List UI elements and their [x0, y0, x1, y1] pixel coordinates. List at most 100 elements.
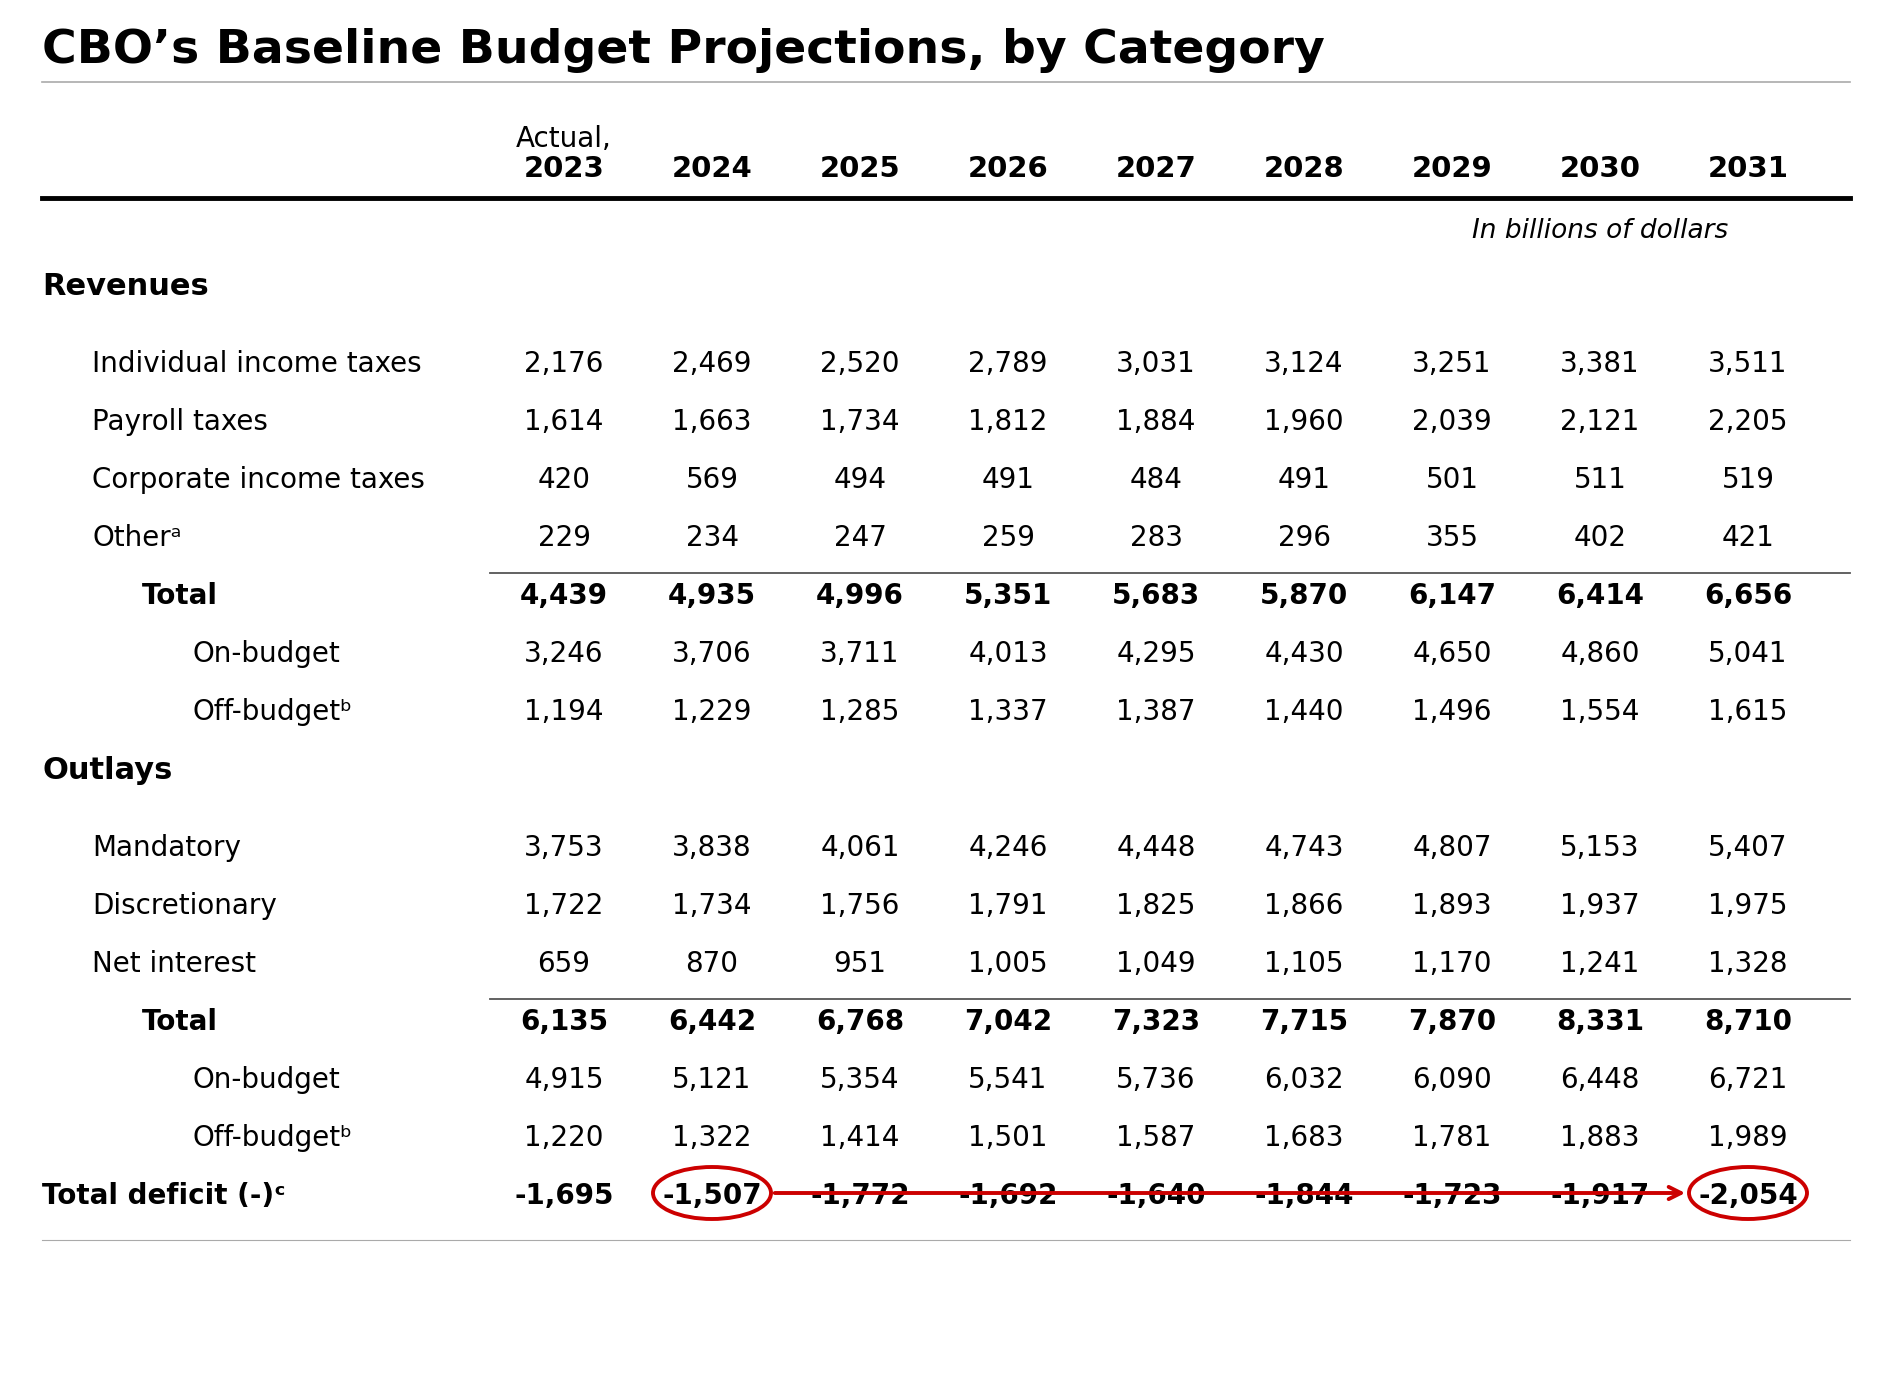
- Text: 1,756: 1,756: [820, 892, 901, 921]
- Text: 5,407: 5,407: [1709, 834, 1788, 863]
- Text: 229: 229: [537, 524, 590, 553]
- Text: 4,061: 4,061: [820, 834, 901, 863]
- Text: 2,121: 2,121: [1560, 408, 1639, 435]
- Text: 2,789: 2,789: [968, 350, 1048, 378]
- Text: 402: 402: [1573, 524, 1626, 553]
- Text: Outlays: Outlays: [41, 757, 171, 785]
- Text: 951: 951: [833, 949, 887, 978]
- Text: 3,031: 3,031: [1115, 350, 1196, 378]
- Text: 283: 283: [1130, 524, 1183, 553]
- Text: 1,893: 1,893: [1413, 892, 1492, 921]
- Text: On-budget: On-budget: [192, 639, 339, 668]
- Text: 519: 519: [1722, 466, 1775, 493]
- Text: 1,496: 1,496: [1413, 699, 1492, 726]
- Text: 1,975: 1,975: [1709, 892, 1788, 921]
- Text: 1,587: 1,587: [1117, 1124, 1196, 1152]
- Text: 4,448: 4,448: [1117, 834, 1196, 863]
- Text: 4,996: 4,996: [816, 582, 904, 610]
- Text: 1,501: 1,501: [968, 1124, 1048, 1152]
- Text: 1,937: 1,937: [1560, 892, 1639, 921]
- Text: Total: Total: [141, 1007, 219, 1036]
- Text: 5,683: 5,683: [1112, 582, 1200, 610]
- Text: 7,323: 7,323: [1112, 1007, 1200, 1036]
- Text: 2029: 2029: [1411, 154, 1492, 183]
- Text: 6,721: 6,721: [1709, 1067, 1788, 1094]
- Text: 4,915: 4,915: [524, 1067, 603, 1094]
- Text: 1,781: 1,781: [1413, 1124, 1492, 1152]
- Text: Actual,: Actual,: [516, 125, 612, 153]
- Text: 870: 870: [686, 949, 739, 978]
- Text: 1,663: 1,663: [673, 408, 752, 435]
- Text: Individual income taxes: Individual income taxes: [92, 350, 422, 378]
- Text: 3,711: 3,711: [820, 639, 901, 668]
- Text: 1,883: 1,883: [1560, 1124, 1639, 1152]
- Text: 1,220: 1,220: [524, 1124, 603, 1152]
- Text: 1,734: 1,734: [673, 892, 752, 921]
- Text: 2027: 2027: [1115, 154, 1196, 183]
- Text: 659: 659: [537, 949, 590, 978]
- Text: 3,511: 3,511: [1709, 350, 1788, 378]
- Text: Net interest: Net interest: [92, 949, 256, 978]
- Text: 7,042: 7,042: [965, 1007, 1051, 1036]
- Text: 259: 259: [982, 524, 1034, 553]
- Text: 7,715: 7,715: [1260, 1007, 1349, 1036]
- Text: Off-budgetᵇ: Off-budgetᵇ: [192, 1124, 352, 1152]
- Text: 1,414: 1,414: [820, 1124, 901, 1152]
- Text: 491: 491: [982, 466, 1034, 493]
- Text: 5,354: 5,354: [820, 1067, 901, 1094]
- Text: 4,439: 4,439: [520, 582, 609, 610]
- Text: 296: 296: [1277, 524, 1330, 553]
- Text: 1,049: 1,049: [1115, 949, 1196, 978]
- Text: 2030: 2030: [1560, 154, 1641, 183]
- Text: 1,229: 1,229: [673, 699, 752, 726]
- Text: 1,005: 1,005: [968, 949, 1048, 978]
- Text: 1,866: 1,866: [1264, 892, 1343, 921]
- Text: 5,541: 5,541: [968, 1067, 1048, 1094]
- Text: 4,935: 4,935: [669, 582, 755, 610]
- Text: Mandatory: Mandatory: [92, 834, 241, 863]
- Text: Revenues: Revenues: [41, 271, 209, 300]
- Text: 1,194: 1,194: [524, 699, 603, 726]
- Text: 2,205: 2,205: [1709, 408, 1788, 435]
- Text: 3,251: 3,251: [1413, 350, 1492, 378]
- Text: 6,147: 6,147: [1407, 582, 1496, 610]
- Text: 1,960: 1,960: [1264, 408, 1343, 435]
- Text: 491: 491: [1277, 466, 1330, 493]
- Text: On-budget: On-budget: [192, 1067, 339, 1094]
- Text: 511: 511: [1573, 466, 1626, 493]
- Text: In billions of dollars: In billions of dollars: [1471, 218, 1728, 244]
- Text: 1,825: 1,825: [1117, 892, 1196, 921]
- Text: 4,807: 4,807: [1413, 834, 1492, 863]
- Text: 1,387: 1,387: [1115, 699, 1196, 726]
- Text: 6,414: 6,414: [1556, 582, 1645, 610]
- Text: 8,710: 8,710: [1703, 1007, 1792, 1036]
- Text: Otherᵃ: Otherᵃ: [92, 524, 181, 553]
- Text: 2,520: 2,520: [820, 350, 901, 378]
- Text: -1,772: -1,772: [810, 1182, 910, 1210]
- Text: Total deficit (-)ᶜ: Total deficit (-)ᶜ: [41, 1182, 286, 1210]
- Text: 1,328: 1,328: [1709, 949, 1788, 978]
- Text: 1,989: 1,989: [1709, 1124, 1788, 1152]
- Text: 1,285: 1,285: [820, 699, 901, 726]
- Text: 1,322: 1,322: [673, 1124, 752, 1152]
- Text: 6,768: 6,768: [816, 1007, 904, 1036]
- Text: 5,736: 5,736: [1115, 1067, 1196, 1094]
- Text: 1,884: 1,884: [1117, 408, 1196, 435]
- Text: 355: 355: [1426, 524, 1479, 553]
- Text: 4,246: 4,246: [968, 834, 1048, 863]
- Text: Payroll taxes: Payroll taxes: [92, 408, 268, 435]
- Text: CBO’s Baseline Budget Projections, by Category: CBO’s Baseline Budget Projections, by Ca…: [41, 28, 1324, 73]
- Text: 6,032: 6,032: [1264, 1067, 1343, 1094]
- Text: 1,791: 1,791: [968, 892, 1048, 921]
- Text: Corporate income taxes: Corporate income taxes: [92, 466, 426, 493]
- Text: 484: 484: [1130, 466, 1183, 493]
- Text: -2,054: -2,054: [1697, 1182, 1797, 1210]
- Text: 501: 501: [1426, 466, 1479, 493]
- Text: 494: 494: [833, 466, 887, 493]
- Text: 2031: 2031: [1707, 154, 1788, 183]
- Text: 6,448: 6,448: [1560, 1067, 1639, 1094]
- Text: 3,381: 3,381: [1560, 350, 1639, 378]
- Text: -1,917: -1,917: [1551, 1182, 1650, 1210]
- Text: 6,442: 6,442: [669, 1007, 755, 1036]
- Text: 3,124: 3,124: [1264, 350, 1343, 378]
